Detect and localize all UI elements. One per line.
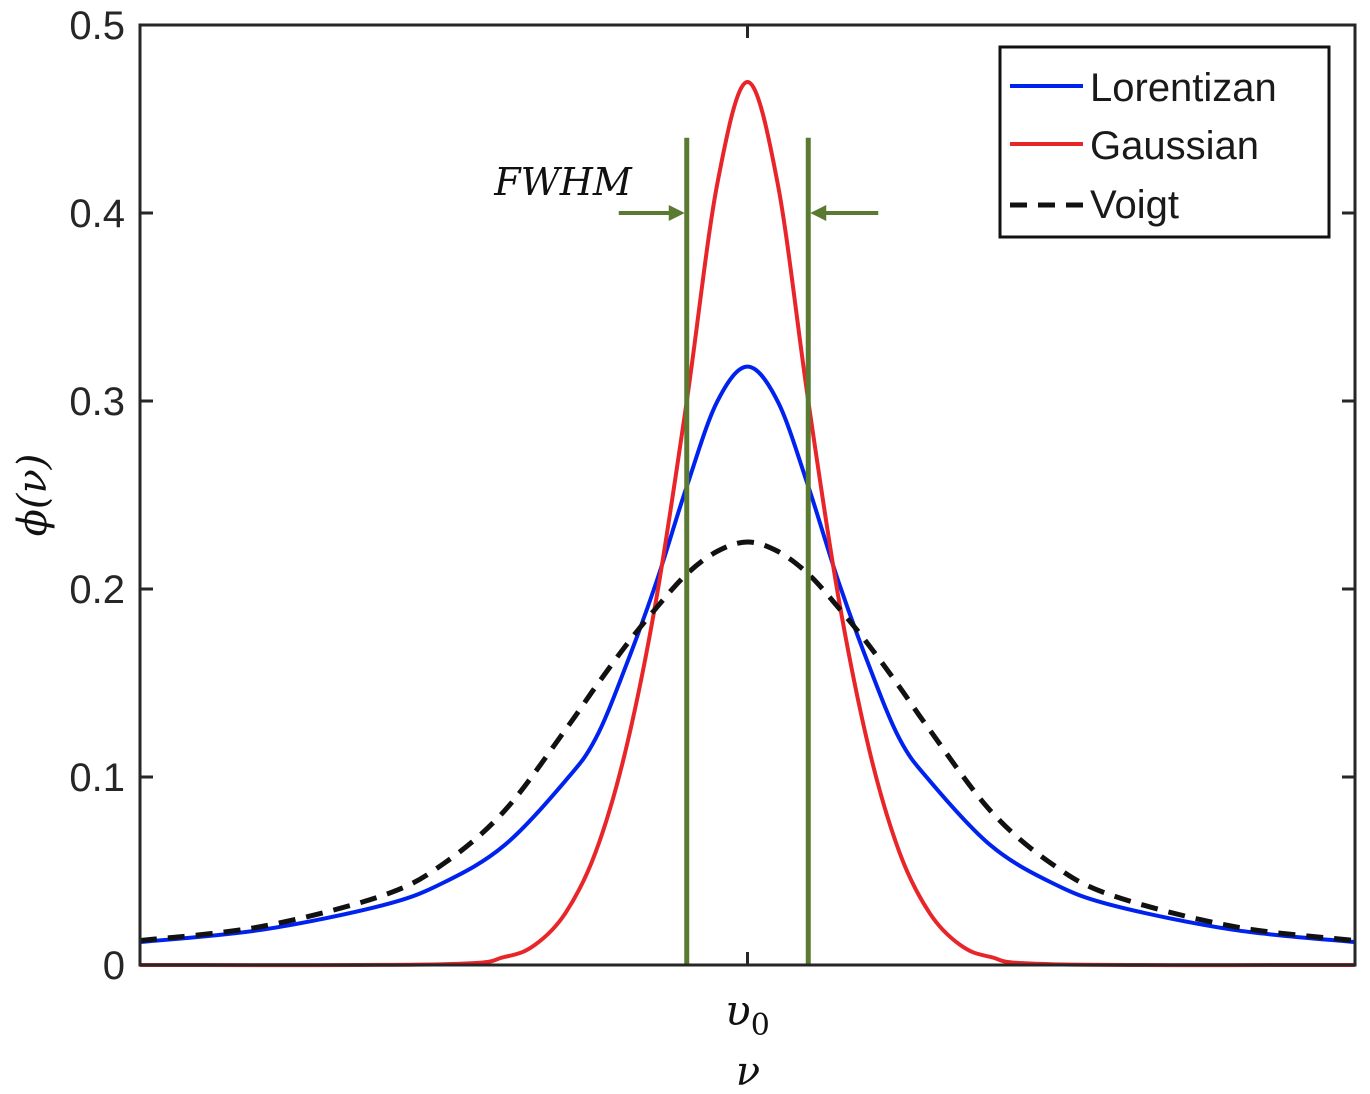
x-tick-label: υ0 bbox=[725, 986, 770, 1043]
fwhm-label: FWHM bbox=[493, 160, 633, 204]
series-line-voigt bbox=[139, 539, 1356, 944]
y-tick-label: 0.4 bbox=[69, 192, 125, 236]
legend: Lorentizan Gaussian Voigt bbox=[998, 45, 1331, 239]
series-layer bbox=[139, 80, 1356, 968]
legend-label-lorentizan: Lorentizan bbox=[1090, 66, 1277, 110]
axis-ticks: 0 0.1 0.2 0.3 0.4 0.5 υ0 bbox=[69, 4, 1355, 1043]
fwhm-left-arrowhead bbox=[668, 205, 685, 221]
series-line-lorentizan bbox=[139, 364, 1356, 945]
y-axis-label: ϕ(ν) bbox=[10, 454, 56, 537]
legend-label-gaussian: Gaussian bbox=[1090, 124, 1259, 168]
x-axis-label: ν bbox=[736, 1049, 760, 1094]
y-tick-label: 0.3 bbox=[69, 380, 125, 424]
fwhm-right-arrowhead bbox=[810, 205, 827, 221]
y-tick-label: 0.5 bbox=[69, 4, 125, 48]
series-line-gaussian bbox=[139, 80, 1356, 968]
fwhm-annotation: FWHM bbox=[493, 137, 879, 965]
y-tick-label: 0.1 bbox=[69, 756, 125, 800]
legend-label-voigt: Voigt bbox=[1090, 183, 1179, 227]
y-tick-label: 0.2 bbox=[69, 568, 125, 612]
y-tick-label: 0 bbox=[103, 944, 125, 988]
